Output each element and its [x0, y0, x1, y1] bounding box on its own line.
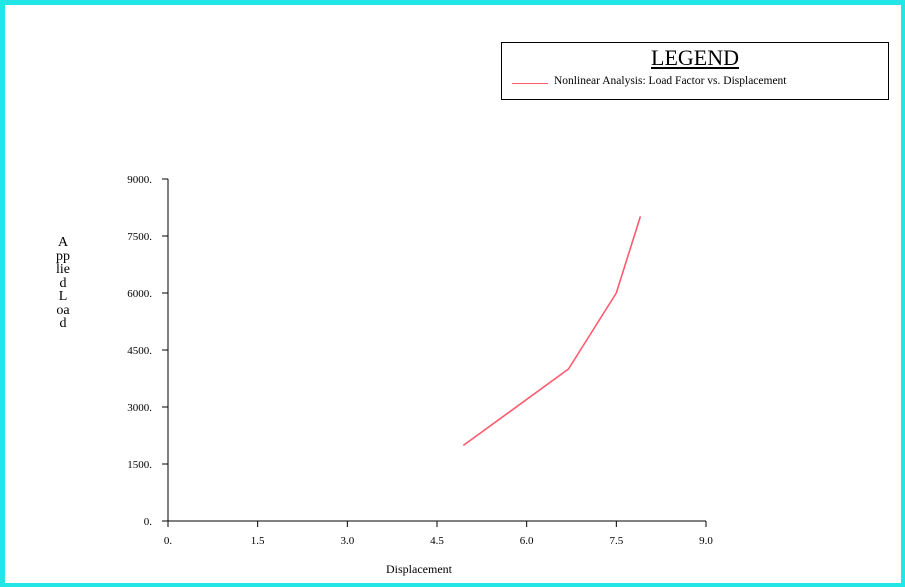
- x-axis-title: Displacement: [386, 562, 453, 576]
- y-tick-label: 9000.: [127, 174, 152, 186]
- y-tick-label: 1500.: [127, 459, 152, 471]
- legend-title: LEGEND: [651, 45, 739, 70]
- x-tick-label: 6.0: [520, 535, 534, 547]
- x-tick-label: 9.0: [699, 535, 713, 547]
- x-tick-label: 0.: [164, 535, 173, 547]
- series-layer: [463, 216, 642, 446]
- y-axis-title: Applied Load: [56, 235, 70, 331]
- y-tick-label: 6000.: [127, 288, 152, 300]
- legend: LEGEND Nonlinear Analysis: Load Factor v…: [501, 42, 889, 100]
- axes: 0. 1500. 3000. 4500. 6000. 7500. 9000. 0. 1.5 3.0…: [127, 174, 713, 576]
- x-tick-label: 1.5: [251, 535, 265, 547]
- y-tick-label: 7500.: [127, 231, 152, 243]
- y-tick-label: 0.: [144, 516, 153, 528]
- x-tick-label: 7.5: [609, 535, 623, 547]
- series-line: [463, 216, 642, 446]
- x-tick-label: 4.5: [430, 535, 444, 547]
- x-tick-label: 3.0: [340, 535, 354, 547]
- legend-entry-label: Nonlinear Analysis: Load Factor vs. Disp…: [554, 75, 787, 87]
- y-tick-label: 4500.: [127, 345, 152, 357]
- legend-swatch: [512, 83, 548, 84]
- y-tick-label: 3000.: [127, 402, 152, 414]
